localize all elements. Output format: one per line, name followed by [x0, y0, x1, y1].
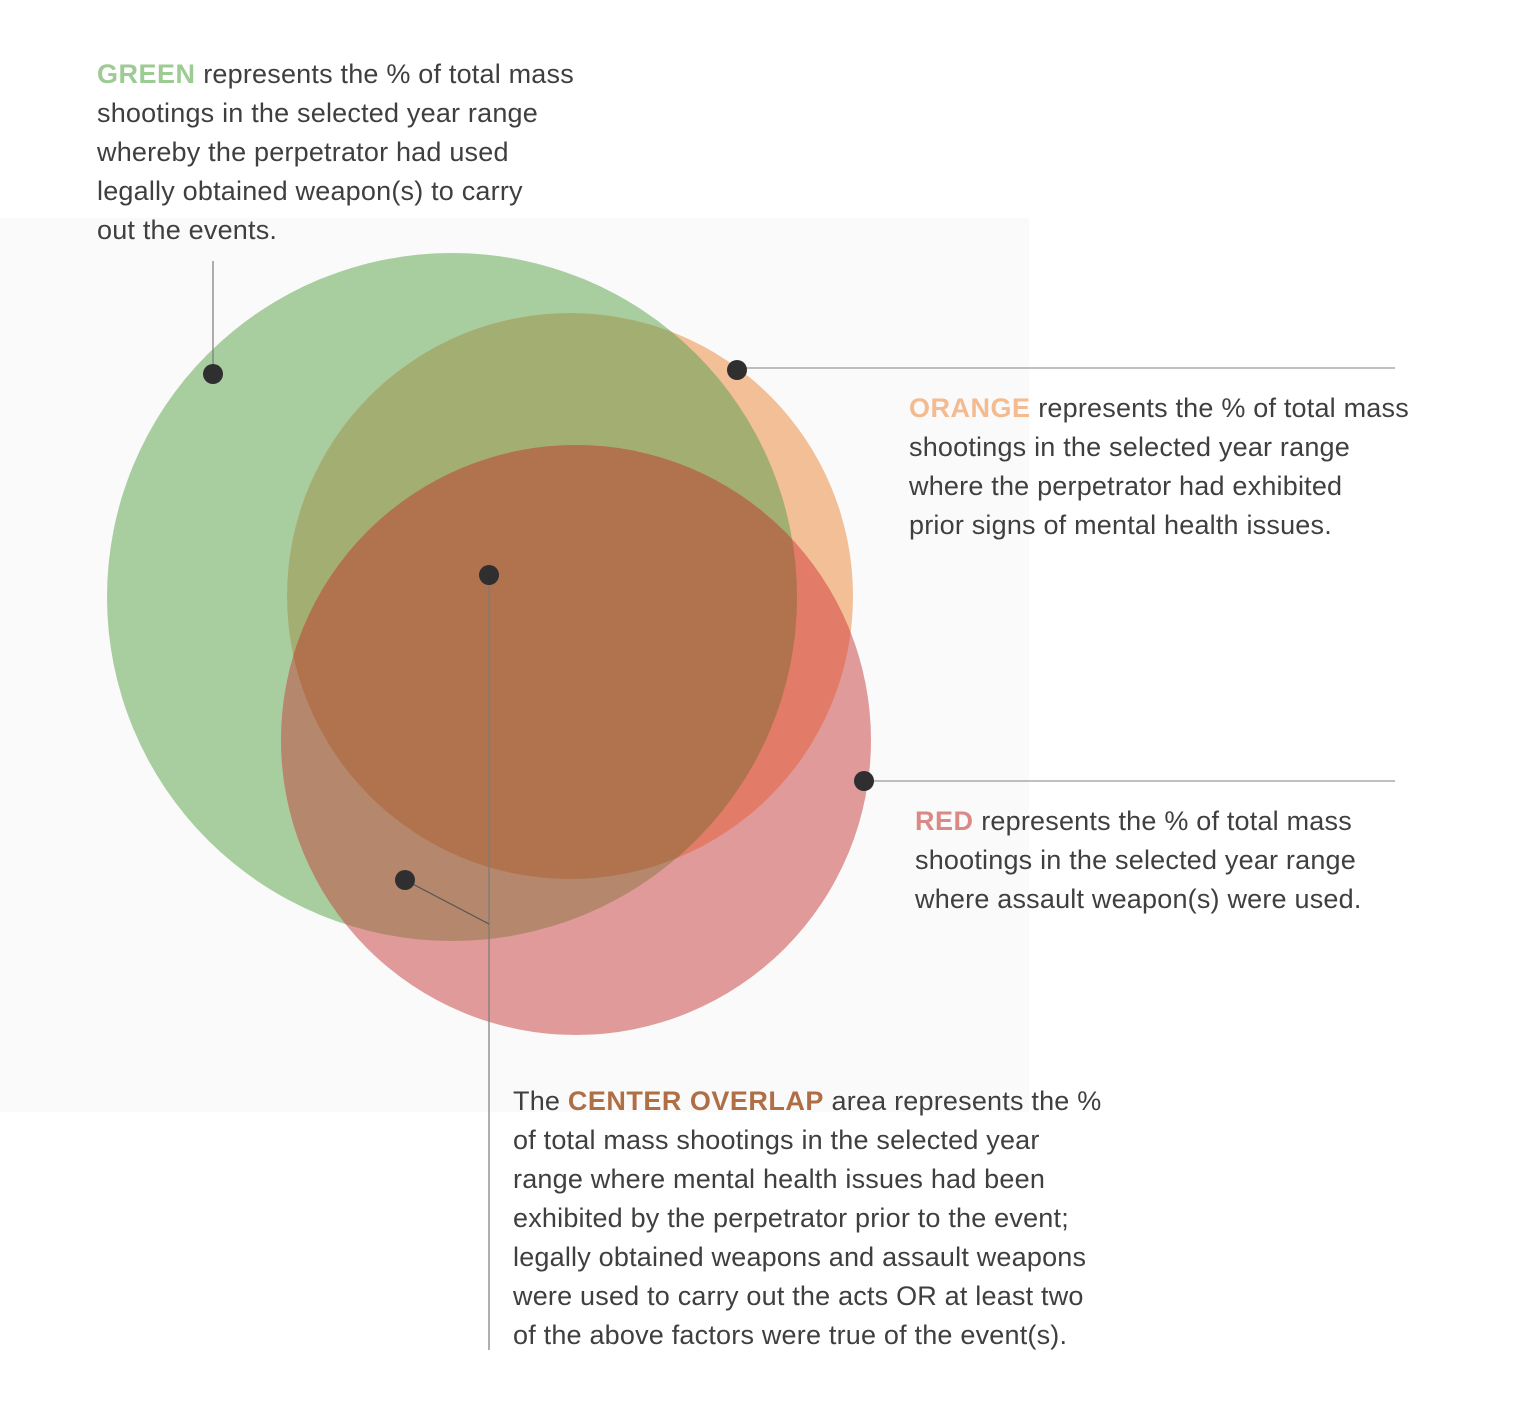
green-keyword: GREEN — [97, 59, 196, 89]
center-prefix: The — [513, 1086, 568, 1116]
center-line-3: range where mental health issues had bee… — [513, 1164, 1046, 1194]
center-marker-dot — [479, 565, 499, 585]
red-marker-dot — [854, 771, 874, 791]
red-line-1: represents the % of total mass — [973, 806, 1352, 836]
red-description: RED represents the % of total mass shoot… — [915, 802, 1362, 919]
green-description: GREEN represents the % of total mass sho… — [97, 55, 574, 250]
center-line-7: of the above factors were true of the ev… — [513, 1320, 1068, 1350]
orange-line-2: shootings in the selected year range — [909, 432, 1350, 462]
green-line-5: out the events. — [97, 215, 278, 245]
orange-line-3: where the perpetrator had exhibited — [909, 471, 1343, 501]
orange-line-4: prior signs of mental health issues. — [909, 510, 1332, 540]
green-line-2: shootings in the selected year range — [97, 98, 538, 128]
center-secondary-leader-line — [404, 879, 490, 925]
center-line-2: of total mass shootings in the selected … — [513, 1125, 1040, 1155]
red-keyword: RED — [915, 806, 974, 836]
center-keyword: CENTER OVERLAP — [567, 1086, 824, 1116]
orange-keyword: ORANGE — [909, 393, 1031, 423]
red-line-2: shootings in the selected year range — [915, 845, 1356, 875]
orange-description: ORANGE represents the % of total mass sh… — [909, 389, 1409, 545]
center-line-4: exhibited by the perpetrator prior to th… — [513, 1203, 1069, 1233]
center-line-5: legally obtained weapons and assault wea… — [513, 1242, 1087, 1272]
center-line-1: area represents the % — [823, 1086, 1102, 1116]
red-line-3: where assault weapon(s) were used. — [915, 884, 1362, 914]
green-red-marker-dot — [395, 870, 415, 890]
green-line-3: whereby the perpetrator had used — [97, 137, 509, 167]
green-line-4: legally obtained weapon(s) to carry — [97, 176, 523, 206]
orange-line-1: represents the % of total mass — [1030, 393, 1409, 423]
green-marker-dot — [203, 364, 223, 384]
center-overlap-description: The CENTER OVERLAP area represents the %… — [513, 1082, 1101, 1355]
center-line-6: were used to carry out the acts OR at le… — [513, 1281, 1084, 1311]
orange-marker-dot — [727, 360, 747, 380]
green-line-1: represents the % of total mass — [195, 59, 574, 89]
